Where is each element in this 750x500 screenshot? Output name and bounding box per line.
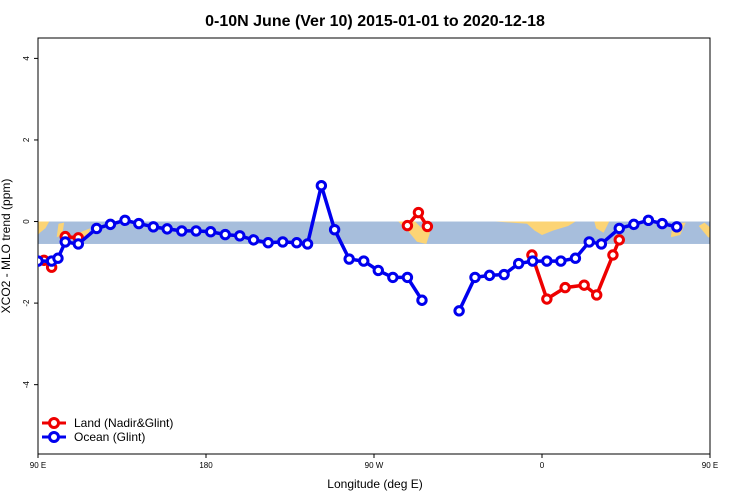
x-tick-label-4: 90 E xyxy=(702,461,718,470)
series-0-point-4-0 xyxy=(717,249,725,257)
series-1-point-0-23 xyxy=(343,253,355,265)
series-1-point-0-11 xyxy=(176,225,188,237)
legend-label-ocean: Ocean (Glint) xyxy=(74,430,145,444)
series-1-point-1-7 xyxy=(555,255,567,267)
legend-label-land: Land (Nadir&Glint) xyxy=(74,416,173,430)
series-0-point-3-5 xyxy=(607,249,619,261)
series-1-point-0-3 xyxy=(59,236,71,248)
series-0-point-2-2 xyxy=(421,220,434,233)
series-1-point-0-13 xyxy=(204,226,217,238)
series-0-line-4 xyxy=(721,253,750,267)
series-1-point-0-14 xyxy=(219,228,231,241)
series-1-point-0-12 xyxy=(190,225,202,237)
series-1-point-1-8 xyxy=(569,252,582,264)
series-1-point-0-17 xyxy=(262,237,274,249)
series-1-line-1 xyxy=(457,218,678,312)
series-1-point-1-4 xyxy=(512,257,525,270)
landmass-5 xyxy=(594,221,610,233)
series-1-point-0-16 xyxy=(247,234,260,246)
series-1-point-0-9 xyxy=(147,221,160,233)
chart-title: 0-10N June (Ver 10) 2015-01-01 to 2020-1… xyxy=(205,13,545,30)
series-0-point-3-4 xyxy=(590,289,603,301)
y-axis: 4 2 0 -2 -4 xyxy=(22,56,38,389)
series-1-point-1-6 xyxy=(541,255,553,267)
y-tick-label-0: 4 xyxy=(22,56,31,61)
series-layer xyxy=(38,179,750,317)
plot-frame xyxy=(37,37,711,455)
series-1-point-1-12 xyxy=(628,218,640,231)
series-1-point-0-19 xyxy=(291,237,303,249)
y-tick-label-3: -2 xyxy=(22,299,31,307)
series-1-point-0-15 xyxy=(234,230,246,242)
series-0-line-3 xyxy=(530,239,621,301)
series-1-point-0-2 xyxy=(52,252,64,264)
legend-marker-ocean xyxy=(48,431,60,443)
series-1 xyxy=(38,179,683,317)
series-1-point-0-25 xyxy=(372,264,384,277)
landmass-4 xyxy=(495,221,576,235)
series-1-point-0-26 xyxy=(387,271,399,284)
series-1-point-1-2 xyxy=(483,269,496,282)
landmass-0 xyxy=(38,221,50,235)
series-1-point-1-1 xyxy=(469,271,481,284)
series-1-point-0-20 xyxy=(301,238,314,250)
series-1-point-0-22 xyxy=(328,223,341,236)
series-1-point-0-24 xyxy=(358,255,370,267)
landmass-8 xyxy=(729,226,744,237)
series-1-point-0-10 xyxy=(161,223,173,235)
series-1-point-1-5 xyxy=(526,255,539,267)
series-1-point-0-18 xyxy=(277,236,289,248)
series-1-point-1-0 xyxy=(453,305,465,317)
series-0-point-4-1 xyxy=(727,256,735,264)
series-1-point-0-28 xyxy=(416,294,428,306)
x-axis: 90 E 180 90 W 0 90 E xyxy=(30,454,718,470)
y-tick-label-4: -4 xyxy=(22,381,31,389)
x-tick-label-3: 0 xyxy=(540,461,545,470)
series-0-point-3-3 xyxy=(578,279,590,291)
series-1-point-0-6 xyxy=(104,218,117,231)
series-1-point-0-21 xyxy=(315,179,328,192)
map-band xyxy=(38,221,744,244)
series-0-point-3-1 xyxy=(541,293,553,305)
series-1-point-0-8 xyxy=(133,217,145,230)
x-tick-label-1: 180 xyxy=(199,461,213,470)
x-axis-label: Longitude (deg E) xyxy=(327,477,422,491)
series-0-point-2-1 xyxy=(412,206,425,219)
series-0-point-3-2 xyxy=(559,281,571,294)
series-1-point-1-10 xyxy=(595,238,608,250)
series-1-point-1-13 xyxy=(642,214,655,227)
series-1-point-1-15 xyxy=(671,221,683,233)
series-1-point-0-5 xyxy=(90,222,103,235)
series-0-point-2-0 xyxy=(401,219,414,232)
series-1-point-0-0 xyxy=(38,255,44,267)
series-1-point-0-4 xyxy=(72,238,85,250)
y-axis-label: XCO2 - MLO trend (ppm) xyxy=(0,179,13,314)
landmass-7 xyxy=(698,222,710,238)
series-0-point-3-6 xyxy=(613,234,625,246)
series-0-point-4-2 xyxy=(742,257,750,265)
series-1-point-0-7 xyxy=(119,214,131,227)
y-tick-label-2: 0 xyxy=(22,219,31,224)
x-tick-label-0: 90 E xyxy=(30,461,46,470)
series-1-point-1-3 xyxy=(498,268,510,281)
legend: Land (Nadir&Glint) Ocean (Glint) xyxy=(42,416,173,444)
legend-marker-land xyxy=(48,417,60,429)
x-tick-label-2: 90 W xyxy=(365,461,384,470)
y-tick-label-1: 2 xyxy=(22,137,31,142)
series-1-point-1-9 xyxy=(583,236,595,248)
series-1-point-0-27 xyxy=(401,271,414,284)
series-1-point-1-14 xyxy=(656,217,668,230)
series-1-point-1-11 xyxy=(613,222,625,235)
